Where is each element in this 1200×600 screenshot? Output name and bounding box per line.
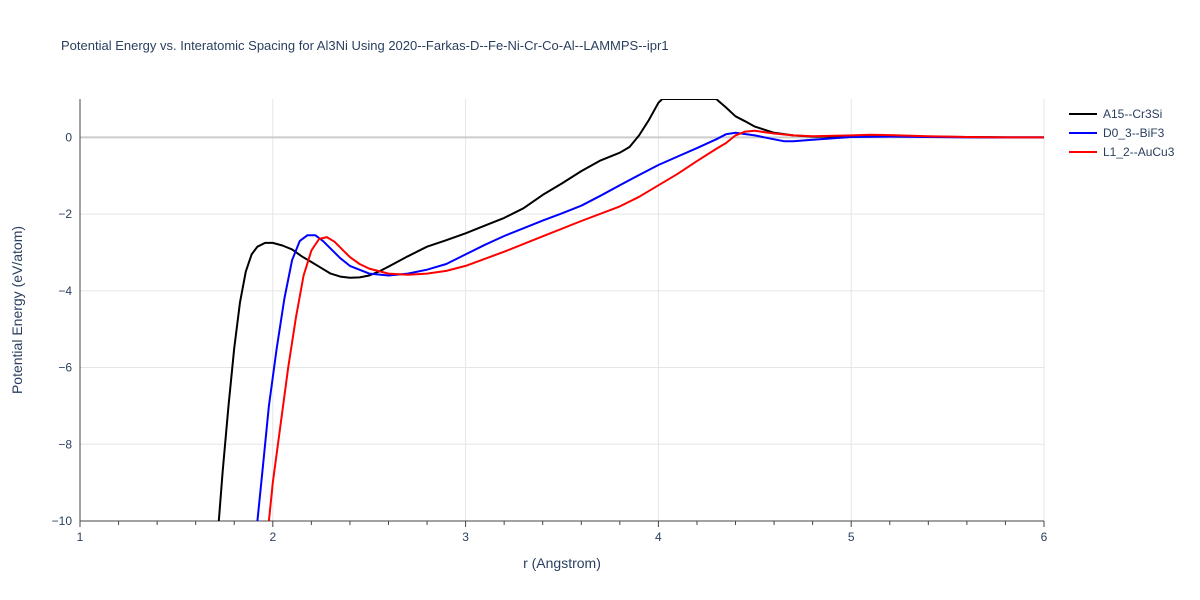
series-line-l1-2-aucu3 [267, 129, 1044, 521]
legend[interactable]: A15--Cr3Si D0_3--BiF3 L1_2--AuCu3 [1069, 107, 1175, 159]
y-tick-label: −10 [52, 514, 73, 528]
x-tick-label: 1 [77, 530, 84, 544]
chart-title: Potential Energy vs. Interatomic Spacing… [61, 38, 669, 53]
series-line-d0-3-bif3 [256, 131, 1044, 521]
legend-label: D0_3--BiF3 [1103, 126, 1165, 140]
y-tick-label: 0 [65, 130, 72, 144]
legend-item[interactable]: L1_2--AuCu3 [1069, 145, 1175, 159]
x-tick-label: 3 [462, 530, 469, 544]
y-axis-title: Potential Energy (eV/atom) [9, 226, 25, 394]
x-tick-label: 4 [655, 530, 662, 544]
y-tick-label: −6 [58, 361, 72, 375]
x-axis-title: r (Angstrom) [523, 555, 601, 571]
x-tick-label: 5 [848, 530, 855, 544]
legend-item[interactable]: A15--Cr3Si [1069, 107, 1162, 121]
axis-ticks: 1 2 3 4 5 6 −10 −8 −6 −4 −2 0 [52, 99, 1048, 544]
series-line-a15-cr3si [217, 99, 1044, 521]
legend-item[interactable]: D0_3--BiF3 [1069, 126, 1165, 140]
y-tick-label: −2 [58, 207, 72, 221]
legend-label: A15--Cr3Si [1103, 107, 1162, 121]
x-tick-label: 2 [269, 530, 276, 544]
x-tick-label: 6 [1041, 530, 1048, 544]
y-tick-label: −4 [58, 284, 72, 298]
series-lines [217, 99, 1044, 521]
legend-label: L1_2--AuCu3 [1103, 145, 1175, 159]
y-tick-label: −8 [58, 437, 72, 451]
